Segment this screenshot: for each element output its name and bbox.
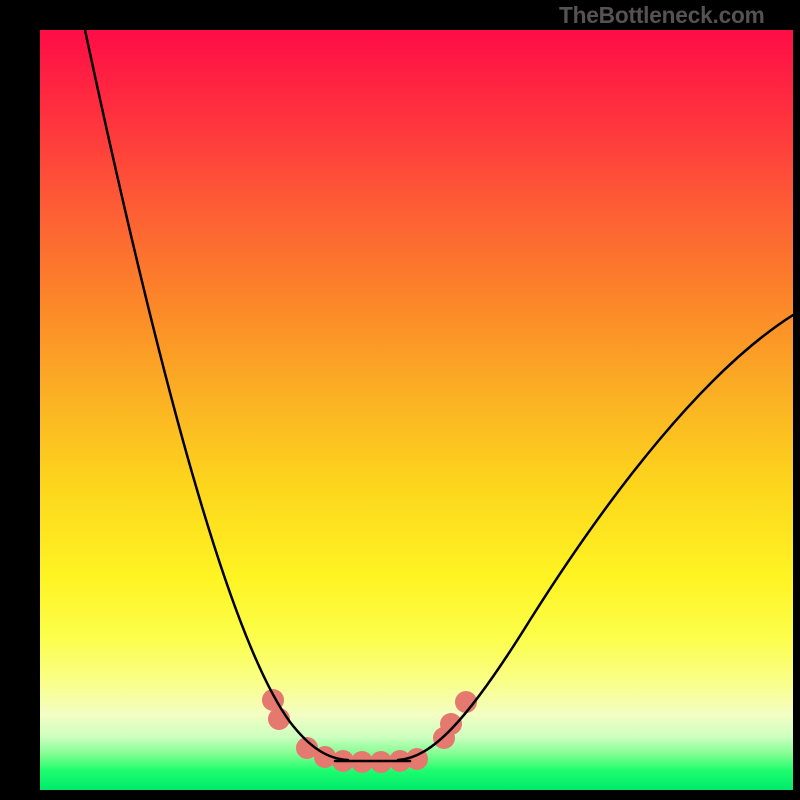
curve-right (398, 315, 793, 760)
data-dot (440, 713, 462, 735)
watermark-text: TheBottleneck.com (559, 2, 765, 29)
curve-layer (0, 0, 800, 800)
chart-frame: TheBottleneck.com (0, 0, 800, 800)
curve-left (85, 30, 348, 760)
